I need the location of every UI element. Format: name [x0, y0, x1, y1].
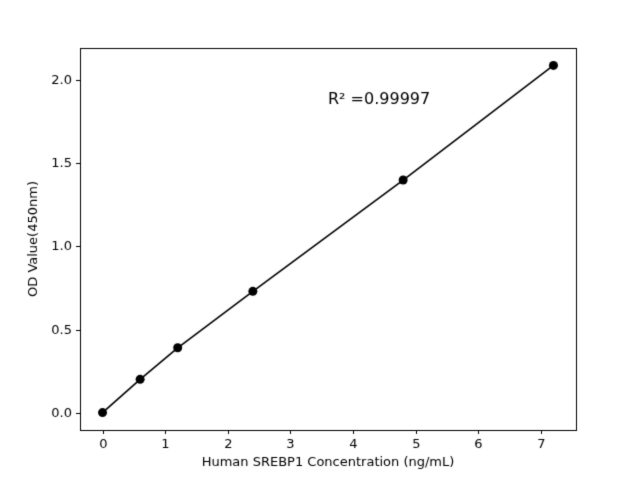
- standard-curve-figure: [0, 0, 640, 480]
- standard-curve-chart-canvas: [0, 0, 640, 480]
